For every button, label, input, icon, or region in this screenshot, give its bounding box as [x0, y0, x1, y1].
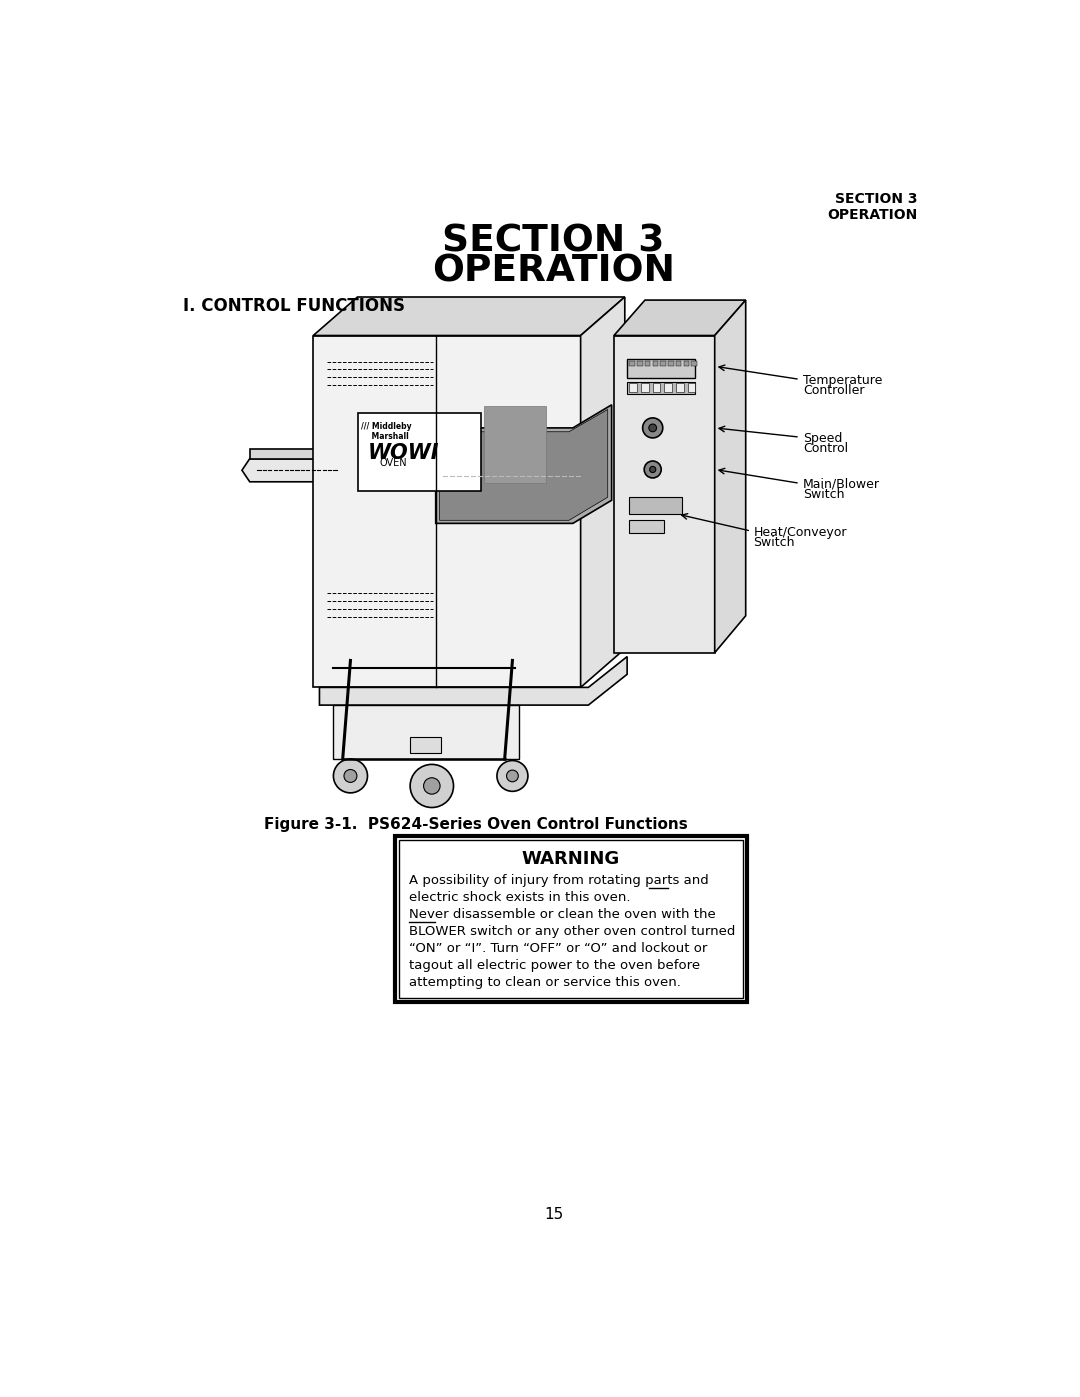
Bar [661, 360, 666, 366]
Bar [484, 407, 545, 483]
Bar [637, 360, 643, 366]
Bar [691, 360, 697, 366]
Polygon shape [313, 298, 625, 335]
Text: A possibility of injury from rotating parts and: A possibility of injury from rotating pa… [408, 875, 708, 887]
Text: OVEN: OVEN [380, 458, 407, 468]
Text: WARNING: WARNING [522, 849, 620, 868]
Text: OPERATION: OPERATION [827, 208, 918, 222]
Polygon shape [320, 657, 627, 705]
Text: SECTION 3: SECTION 3 [443, 224, 664, 258]
Text: I. CONTROL FUNCTIONS: I. CONTROL FUNCTIONS [183, 298, 405, 314]
Circle shape [343, 770, 356, 782]
Text: SECTION 3: SECTION 3 [835, 193, 918, 207]
Text: Heat/Conveyor: Heat/Conveyor [754, 525, 847, 539]
Text: attempting to clean or service this oven.: attempting to clean or service this oven… [408, 977, 680, 989]
Text: electric shock exists in this oven.: electric shock exists in this oven. [408, 891, 630, 904]
Bar [333, 705, 518, 759]
Polygon shape [440, 409, 608, 520]
Text: WOWI: WOWI [367, 443, 438, 462]
Circle shape [643, 418, 663, 437]
Polygon shape [249, 448, 321, 458]
Bar [652, 383, 661, 393]
Circle shape [649, 425, 657, 432]
Bar [630, 497, 683, 514]
Text: Never disassemble or clean the oven with the: Never disassemble or clean the oven with… [408, 908, 715, 922]
Text: Controller: Controller [804, 384, 865, 397]
Bar [642, 383, 649, 393]
Circle shape [497, 760, 528, 791]
Circle shape [423, 778, 440, 793]
Bar [652, 360, 658, 366]
Text: Temperature: Temperature [804, 374, 882, 387]
Bar [627, 381, 696, 394]
Circle shape [507, 770, 518, 782]
FancyBboxPatch shape [394, 835, 747, 1002]
Bar [669, 360, 674, 366]
Bar [664, 383, 672, 393]
Text: 15: 15 [544, 1207, 563, 1222]
Bar [630, 360, 635, 366]
Text: Speed: Speed [804, 432, 842, 444]
Polygon shape [435, 405, 611, 524]
Text: /// Middleby: /// Middleby [362, 422, 411, 430]
Text: BLOWER switch or any other oven control turned: BLOWER switch or any other oven control … [408, 925, 735, 939]
FancyBboxPatch shape [399, 840, 743, 997]
Text: Marshall: Marshall [362, 432, 409, 440]
Text: tagout all electric power to the oven before: tagout all electric power to the oven be… [408, 960, 700, 972]
Text: Switch: Switch [804, 488, 845, 502]
Polygon shape [313, 335, 581, 687]
Polygon shape [242, 458, 342, 482]
Bar [684, 360, 689, 366]
Bar [676, 383, 684, 393]
Text: OPERATION: OPERATION [432, 254, 675, 291]
Bar [410, 738, 441, 753]
Text: “ON” or “I”. Turn “OFF” or “O” and lockout or: “ON” or “I”. Turn “OFF” or “O” and locko… [408, 942, 707, 956]
Bar [630, 520, 664, 532]
Text: Main/Blower: Main/Blower [804, 478, 880, 490]
Bar [627, 359, 696, 377]
Text: Switch: Switch [754, 535, 795, 549]
Circle shape [644, 461, 661, 478]
Bar [630, 383, 637, 393]
Bar [359, 412, 481, 490]
Bar [688, 383, 696, 393]
Polygon shape [613, 300, 745, 335]
Polygon shape [613, 335, 715, 652]
Circle shape [334, 759, 367, 793]
Text: Control: Control [804, 441, 848, 455]
Circle shape [649, 467, 656, 472]
Polygon shape [715, 300, 745, 652]
Bar [645, 360, 650, 366]
Circle shape [410, 764, 454, 807]
Polygon shape [581, 298, 625, 687]
Bar [676, 360, 681, 366]
Text: Figure 3-1.  PS624-Series Oven Control Functions: Figure 3-1. PS624-Series Oven Control Fu… [265, 817, 688, 831]
